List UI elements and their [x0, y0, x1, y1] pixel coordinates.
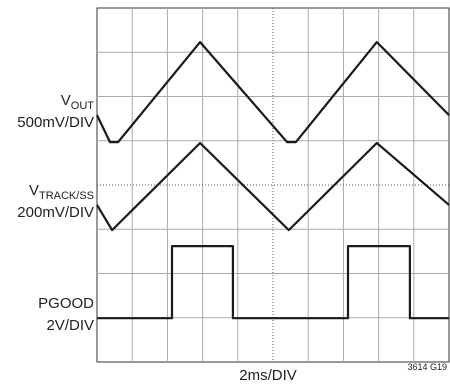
traces — [96, 41, 450, 320]
channel-name: PGOOD — [38, 295, 94, 312]
channel-name: VTRACK/SS — [29, 182, 94, 202]
figure-id: 3614 G19 — [407, 362, 447, 372]
channel-name-subscript: TRACK/SS — [39, 190, 94, 202]
channel-scale: 500mV/DIV — [17, 114, 94, 131]
grid — [97, 8, 449, 362]
trace — [96, 41, 450, 144]
channel-scale: 200mV/DIV — [17, 204, 94, 221]
channel-name-main: V — [29, 182, 39, 199]
channel-name: VOUT — [61, 92, 95, 112]
channel-labels: VOUT500mV/DIVVTRACK/SS200mV/DIVPGOOD2V/D… — [17, 92, 94, 334]
channel-name-main: PGOOD — [38, 295, 94, 312]
channel-scale: 2V/DIV — [46, 317, 94, 334]
channel-name-main: V — [61, 92, 71, 109]
trace — [96, 141, 450, 232]
channel-name-subscript: OUT — [71, 100, 95, 112]
x-axis-label: 2ms/DIV — [239, 367, 297, 384]
trace — [97, 245, 449, 320]
